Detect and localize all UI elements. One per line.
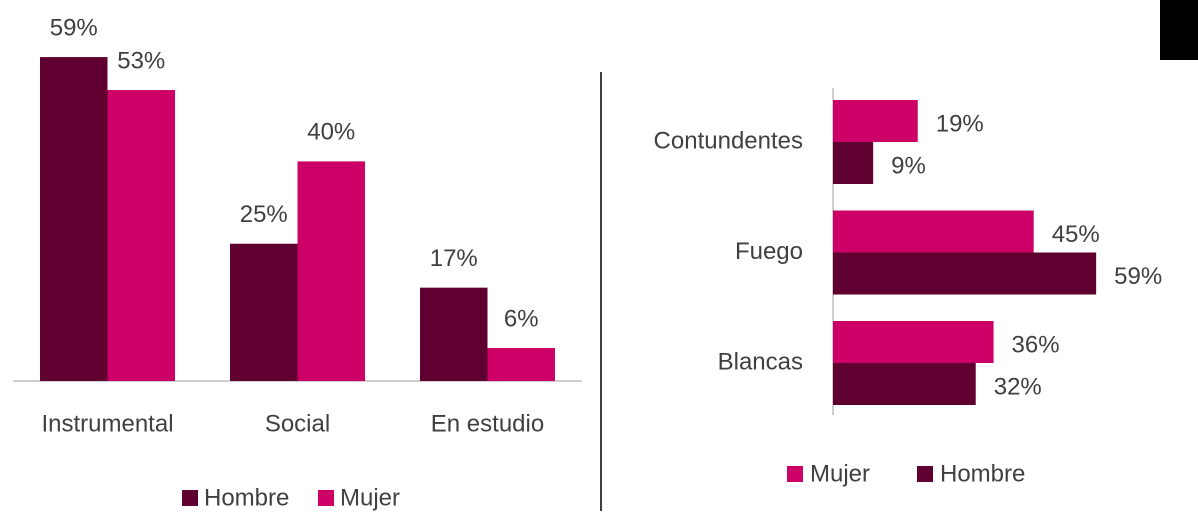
legend-swatch <box>787 466 803 482</box>
bar <box>487 348 555 381</box>
legend-label: Hombre <box>940 460 1025 487</box>
y-tick-label: Contundentes <box>654 127 803 154</box>
bar <box>833 100 918 142</box>
value-label: 32% <box>994 373 1042 400</box>
value-label: 25% <box>240 201 288 228</box>
x-tick-label: Social <box>265 410 330 437</box>
value-label: 6% <box>504 305 539 332</box>
value-label: 45% <box>1052 221 1100 248</box>
bar <box>420 287 488 381</box>
value-label: 53% <box>117 47 165 74</box>
value-label: 59% <box>1114 263 1162 290</box>
y-tick-label: Fuego <box>735 238 803 265</box>
legend-label: Mujer <box>810 460 870 487</box>
legend-swatch <box>182 490 198 506</box>
bar <box>833 142 874 184</box>
bar <box>833 321 994 363</box>
bar <box>833 363 976 405</box>
x-tick-label: Instrumental <box>41 410 173 437</box>
bar <box>833 210 1034 253</box>
y-tick-label: Blancas <box>718 348 803 375</box>
bar <box>230 243 298 381</box>
value-label: 17% <box>430 245 478 272</box>
value-label: 59% <box>50 14 98 41</box>
x-tick-label: En estudio <box>431 410 544 437</box>
corner-block <box>1160 0 1198 60</box>
legend-label: Hombre <box>204 484 289 511</box>
value-label: 40% <box>307 119 355 146</box>
value-label: 9% <box>891 152 926 179</box>
bar <box>107 90 175 381</box>
bar <box>833 252 1097 295</box>
value-label: 19% <box>936 110 984 137</box>
bar <box>40 57 108 382</box>
legend-swatch <box>917 466 933 482</box>
legend-label: Mujer <box>340 484 400 511</box>
bar <box>297 161 365 381</box>
value-label: 36% <box>1012 331 1060 358</box>
legend-swatch <box>318 490 334 506</box>
